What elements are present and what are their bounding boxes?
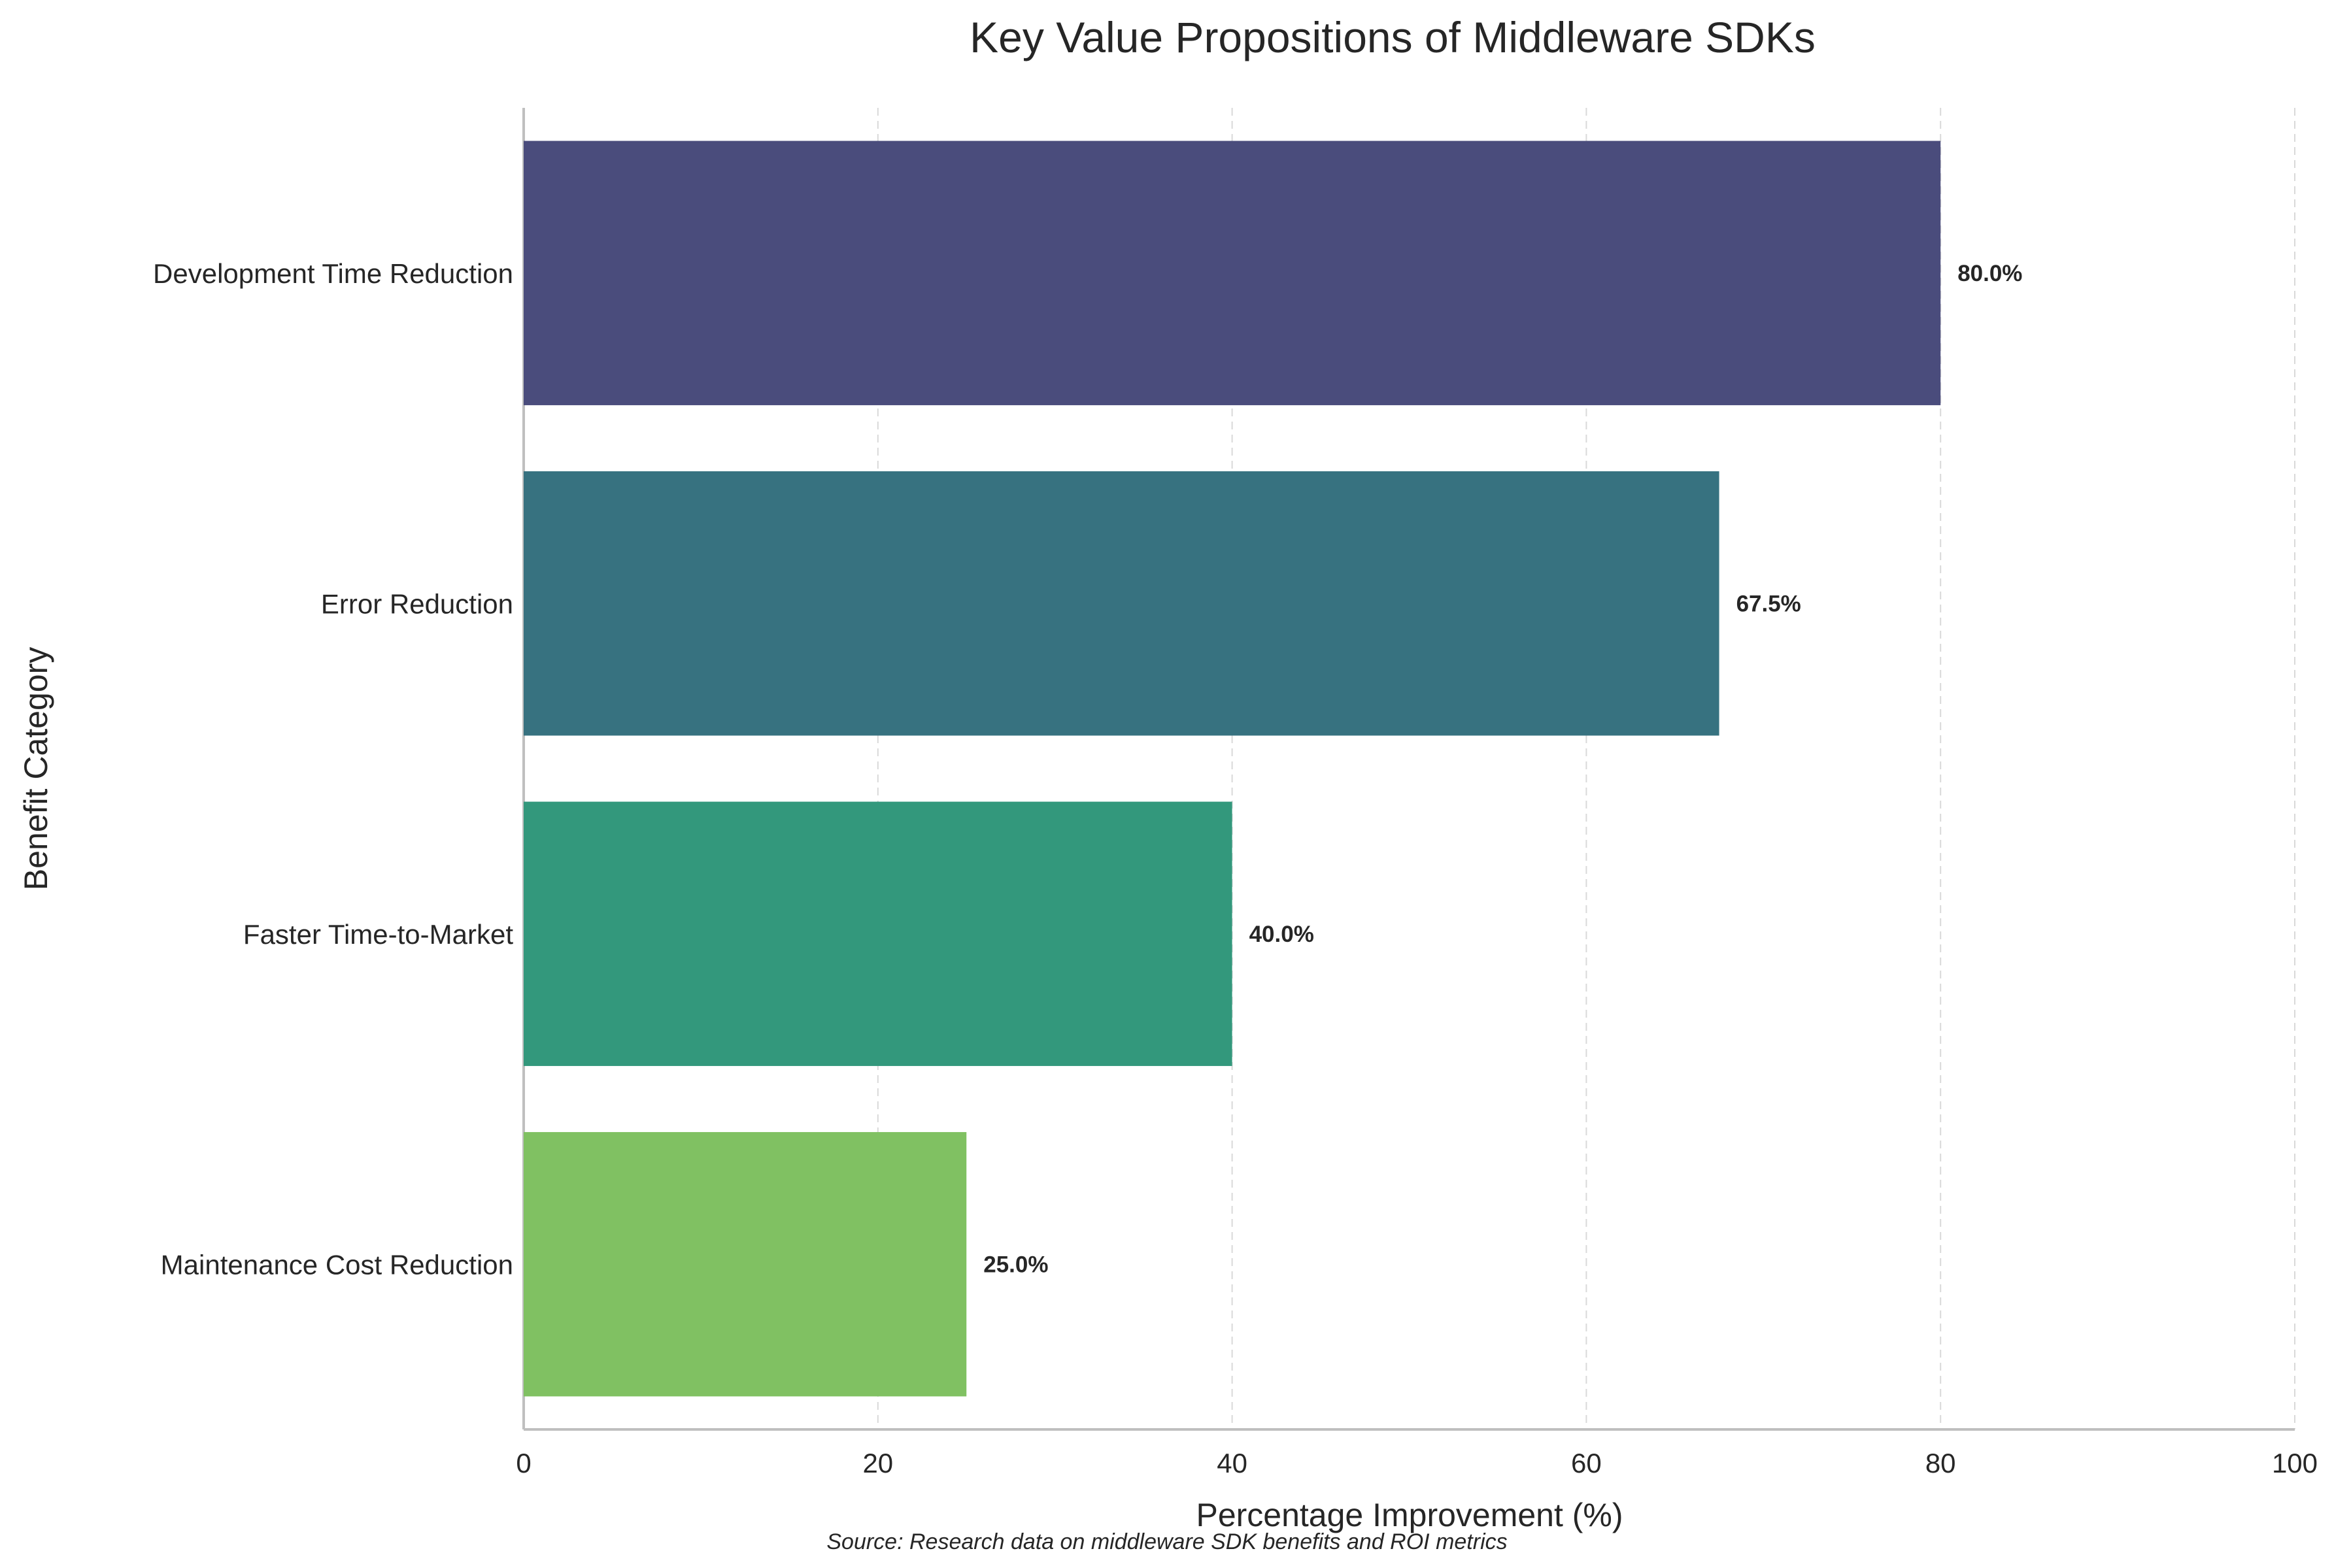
- y-tick-labels: Development Time Reduction Error Reductio…: [153, 258, 513, 1280]
- bar-series: [524, 141, 1941, 1397]
- data-label: 80.0%: [1957, 261, 2022, 286]
- y-axis-title: Benefit Category: [18, 647, 54, 890]
- bar: [524, 1132, 967, 1397]
- source-note: Source: Research data on middleware SDK …: [826, 1529, 1507, 1554]
- x-tick-labels: 0 20 40 60 80 100: [516, 1448, 2318, 1478]
- data-label: 25.0%: [983, 1252, 1048, 1277]
- x-tick-label: 40: [1217, 1448, 1247, 1478]
- x-tick-label: 100: [2272, 1448, 2318, 1478]
- x-tick-label: 80: [1925, 1448, 1956, 1478]
- data-label: 40.0%: [1249, 922, 1314, 947]
- data-label: 67.5%: [1736, 591, 1801, 616]
- bar: [524, 471, 1719, 736]
- bar: [524, 801, 1232, 1066]
- y-tick-label: Faster Time-to-Market: [243, 919, 513, 950]
- y-tick-label: Maintenance Cost Reduction: [161, 1249, 513, 1280]
- bar: [524, 141, 1941, 405]
- y-tick-label: Error Reduction: [321, 588, 513, 619]
- x-tick-label: 60: [1571, 1448, 1602, 1478]
- x-axis-title: Percentage Improvement (%): [1196, 1497, 1623, 1533]
- y-tick-label: Development Time Reduction: [153, 258, 513, 289]
- x-tick-label: 0: [516, 1448, 531, 1478]
- x-tick-label: 20: [862, 1448, 893, 1478]
- chart-title: Key Value Propositions of Middleware SDK…: [970, 13, 1816, 61]
- data-labels: 80.0% 67.5% 40.0% 25.0%: [983, 261, 2022, 1278]
